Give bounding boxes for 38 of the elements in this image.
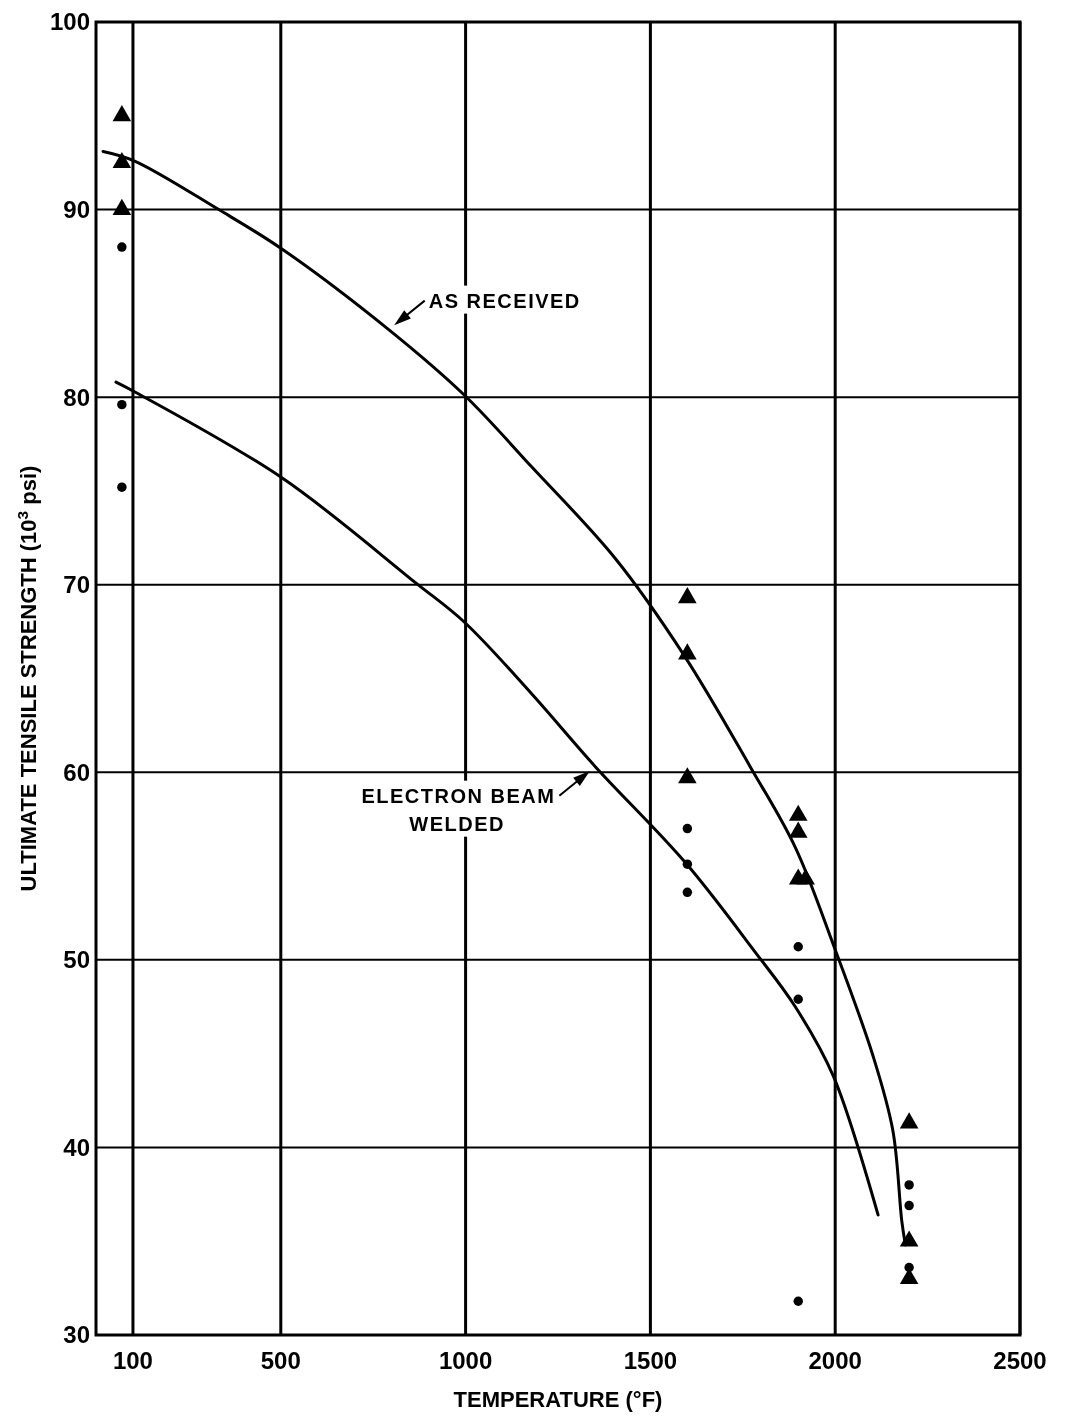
point (117, 399, 127, 410)
legend-label: AS RECEIVED (428, 289, 581, 312)
point (793, 942, 803, 952)
y-tick-label: 40 (63, 1133, 90, 1161)
point (117, 482, 127, 492)
y-tick-label: 100 (49, 8, 90, 36)
y-tick-label: 80 (63, 383, 90, 411)
y-tick-label: 30 (63, 1321, 90, 1349)
point (678, 643, 697, 660)
x-tick-label: 1000 (438, 1347, 493, 1374)
y-tick-label: 50 (63, 946, 90, 974)
point (904, 1200, 914, 1211)
point (112, 198, 132, 215)
point (682, 823, 693, 834)
y-tick-label: 70 (63, 571, 90, 599)
point (904, 1262, 914, 1273)
point (678, 767, 697, 784)
point (904, 1180, 914, 1190)
point (788, 804, 808, 821)
point (793, 1296, 803, 1306)
point (788, 821, 808, 838)
point (112, 151, 132, 169)
x-tick-label: 100 (112, 1347, 153, 1374)
x-tick-label: 500 (260, 1347, 301, 1374)
x-tick-label: 1500 (623, 1347, 678, 1374)
x-tick-label: 2500 (993, 1347, 1047, 1374)
point (796, 868, 815, 885)
point (899, 1112, 919, 1129)
point (112, 105, 132, 122)
point (682, 887, 693, 898)
point (678, 587, 697, 604)
y-tick-label: 90 (63, 195, 90, 223)
y-tick-label: 60 (63, 758, 90, 786)
x-axis-title: TEMPERATURE (°F) (453, 1387, 663, 1412)
point (793, 994, 803, 1004)
point (682, 859, 693, 869)
x-tick-label: 2000 (808, 1347, 862, 1374)
text: ELECTRON BEAM WELDED (361, 784, 556, 835)
